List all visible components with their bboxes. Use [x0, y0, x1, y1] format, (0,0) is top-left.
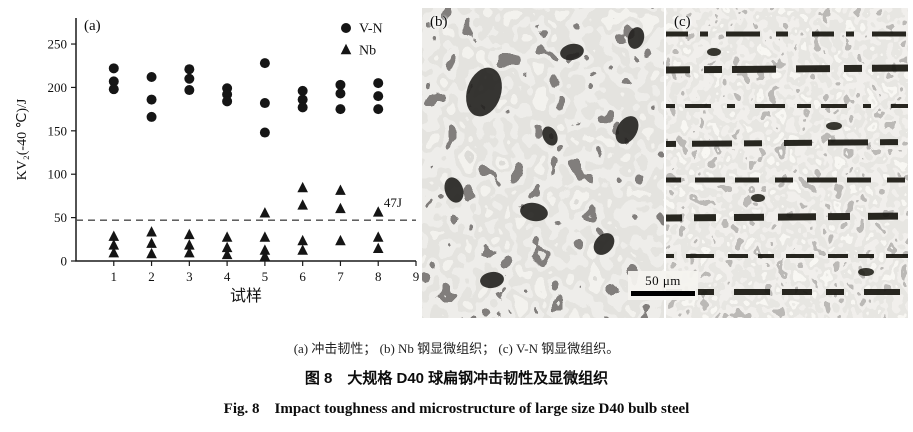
svg-text:Nb: Nb — [359, 44, 376, 59]
svg-text:5: 5 — [262, 269, 269, 284]
svg-text:8: 8 — [375, 269, 382, 284]
svg-text:47J: 47J — [384, 195, 402, 210]
svg-text:200: 200 — [48, 80, 68, 95]
svg-text:150: 150 — [48, 123, 68, 138]
figure-title-chinese: 图 8 大规格 D40 球扁钢冲击韧性及显微组织 — [304, 370, 609, 387]
svg-text:7: 7 — [337, 269, 344, 284]
micrograph-vn-image — [666, 8, 908, 318]
svg-text:250: 250 — [48, 37, 68, 52]
svg-text:1: 1 — [111, 269, 118, 284]
svg-text:100: 100 — [48, 167, 68, 182]
svg-text:9: 9 — [413, 269, 420, 284]
scale-bar: 50 μm — [628, 271, 698, 300]
impact-toughness-chart-panel: 0 50 100 150 200 250 1 2 3 4 5 6 7 8 9 47J V-N Nb KV₂(-40 … — [0, 0, 422, 322]
scale-bar-label: 50 μm — [645, 273, 681, 288]
svg-text:KV₂(-40 ℃)/J: KV₂(-40 ℃)/J — [15, 98, 30, 180]
svg-text:2: 2 — [148, 269, 155, 284]
subcaption-line: (a) 冲击韧性； (b) Nb 钢显微组织； (c) V-N 钢显微组织。 — [293, 341, 620, 356]
figure-captions: (a) 冲击韧性； (b) Nb 钢显微组织； (c) V-N 钢显微组织。 图… — [0, 330, 913, 418]
impact-toughness-chart: 0 50 100 150 200 250 1 2 3 4 5 6 7 8 9 47J V-N Nb KV₂(-40 … — [15, 18, 420, 305]
figure-title-english: Fig. 8 Impact toughness and microstructu… — [223, 401, 690, 417]
svg-text:0: 0 — [61, 254, 68, 269]
scale-bar-line — [631, 291, 695, 296]
svg-text:3: 3 — [186, 269, 193, 284]
svg-text:4: 4 — [224, 269, 231, 284]
micrograph-nb-image — [422, 8, 664, 318]
panel-c-label: (c) — [674, 14, 691, 30]
micrograph-nb-steel: (b) — [422, 8, 664, 318]
svg-text:试样: 试样 — [230, 287, 262, 305]
panel-a-label: (a) — [84, 18, 101, 34]
svg-text:6: 6 — [299, 269, 306, 284]
svg-text:50: 50 — [54, 210, 67, 225]
panel-b-label: (b) — [430, 14, 448, 30]
micrograph-vn-steel: (c) — [666, 8, 908, 318]
svg-text:V-N: V-N — [359, 22, 383, 37]
